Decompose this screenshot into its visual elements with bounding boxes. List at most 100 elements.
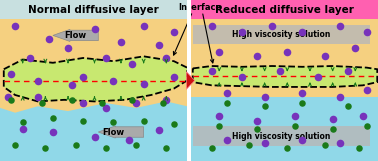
Text: Interface: Interface: [179, 3, 222, 12]
Point: [20, 121, 26, 124]
Point: [160, 102, 166, 104]
Point: [330, 118, 336, 120]
FancyBboxPatch shape: [191, 97, 378, 161]
FancyArrow shape: [186, 72, 195, 89]
Point: [156, 129, 162, 132]
Text: High viscosity solution: High viscosity solution: [232, 132, 331, 141]
Point: [133, 144, 139, 146]
Point: [356, 147, 362, 149]
Point: [20, 128, 26, 130]
Point: [299, 31, 305, 33]
Point: [156, 44, 162, 46]
Point: [284, 50, 290, 53]
Point: [125, 139, 132, 141]
Point: [269, 24, 275, 27]
Point: [224, 102, 230, 104]
Point: [46, 37, 52, 40]
Point: [110, 79, 116, 82]
Point: [27, 57, 33, 59]
Point: [337, 95, 343, 98]
FancyBboxPatch shape: [0, 0, 187, 19]
Point: [299, 139, 305, 141]
Point: [216, 115, 222, 117]
Point: [65, 47, 71, 50]
FancyBboxPatch shape: [193, 25, 370, 44]
FancyBboxPatch shape: [193, 126, 370, 146]
Point: [50, 116, 56, 119]
Point: [246, 144, 253, 146]
Point: [39, 102, 45, 104]
Point: [99, 102, 105, 104]
Point: [254, 55, 260, 58]
Point: [299, 102, 305, 104]
Point: [330, 128, 336, 130]
Point: [254, 119, 260, 122]
Point: [322, 55, 328, 58]
Point: [42, 147, 48, 149]
Point: [337, 142, 343, 145]
Point: [284, 147, 290, 149]
Point: [360, 115, 366, 117]
Point: [352, 47, 358, 50]
FancyBboxPatch shape: [191, 0, 378, 19]
Point: [69, 99, 75, 101]
Point: [171, 76, 177, 79]
Point: [337, 24, 343, 27]
Point: [35, 79, 41, 82]
Point: [73, 144, 79, 146]
Point: [103, 147, 109, 149]
Point: [12, 144, 18, 146]
Point: [80, 119, 86, 122]
Point: [209, 24, 215, 27]
Point: [163, 147, 169, 149]
Point: [209, 147, 215, 149]
Point: [163, 99, 169, 101]
Point: [129, 63, 135, 66]
Point: [216, 124, 222, 127]
Point: [262, 105, 268, 108]
Point: [103, 107, 109, 109]
Point: [345, 70, 351, 72]
Text: High viscosity solution: High viscosity solution: [232, 30, 331, 39]
Point: [239, 31, 245, 33]
Point: [299, 92, 305, 95]
Point: [216, 50, 222, 53]
Point: [80, 76, 86, 79]
Point: [314, 76, 321, 79]
Point: [209, 70, 215, 72]
Point: [103, 57, 109, 59]
FancyArrow shape: [53, 29, 98, 42]
Point: [262, 142, 268, 145]
Polygon shape: [193, 66, 377, 87]
Point: [12, 24, 18, 27]
Point: [91, 136, 98, 138]
Point: [171, 31, 177, 33]
Point: [224, 92, 230, 95]
Point: [345, 105, 351, 108]
FancyBboxPatch shape: [191, 19, 378, 161]
Text: Reduced diffusive layer: Reduced diffusive layer: [215, 5, 354, 15]
Point: [277, 70, 283, 72]
Point: [69, 84, 75, 87]
Point: [364, 31, 370, 33]
Point: [322, 144, 328, 146]
Point: [262, 95, 268, 98]
FancyBboxPatch shape: [187, 0, 191, 161]
Text: Normal diffusive layer: Normal diffusive layer: [28, 5, 159, 15]
Point: [50, 131, 56, 133]
Point: [133, 102, 139, 104]
Text: Flow: Flow: [65, 31, 87, 40]
Point: [224, 139, 230, 141]
Point: [91, 28, 98, 30]
FancyArrow shape: [98, 126, 144, 138]
Point: [292, 124, 298, 127]
Point: [5, 95, 11, 98]
Point: [163, 57, 169, 59]
Point: [80, 102, 86, 104]
Point: [141, 82, 147, 85]
Point: [239, 76, 245, 79]
Point: [35, 95, 41, 98]
Point: [110, 121, 116, 124]
Point: [364, 89, 370, 91]
Point: [118, 41, 124, 43]
